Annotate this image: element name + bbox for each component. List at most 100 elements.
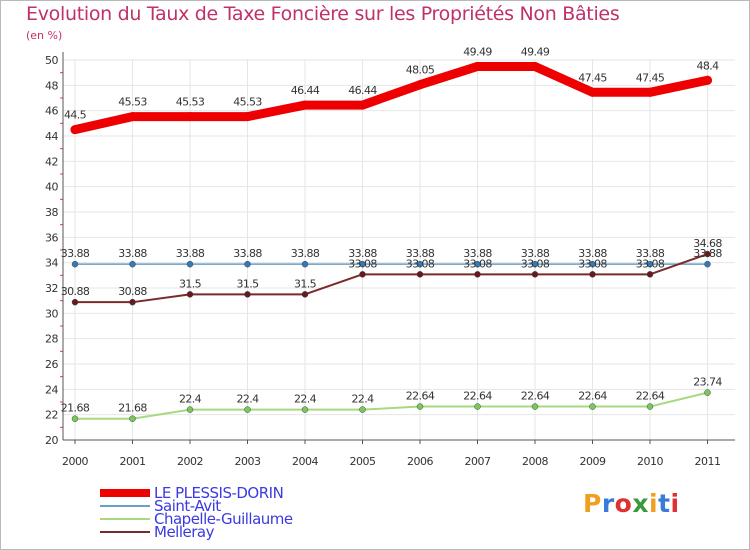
data-label: 31.5	[179, 277, 202, 290]
logo-letter: i	[670, 489, 680, 518]
logo-letter: x	[632, 489, 649, 518]
proxiti-logo: Proxiti	[583, 489, 680, 518]
data-label: 33.88	[291, 247, 320, 260]
data-label: 21.68	[118, 402, 147, 415]
logo-letter: P	[583, 489, 602, 518]
x-tick-label: 2009	[580, 455, 606, 468]
data-point	[186, 406, 194, 413]
data-label: 22.4	[236, 393, 259, 406]
data-point	[244, 291, 251, 298]
data-label: 48.05	[406, 64, 435, 77]
data-label: 33.88	[636, 247, 665, 260]
data-point	[703, 75, 712, 85]
legend-swatch	[100, 518, 150, 520]
logo-letter: t	[658, 489, 671, 518]
data-point	[128, 112, 137, 122]
y-tick-label: 36	[45, 231, 58, 244]
legend-swatch	[100, 531, 150, 533]
logo-letter: o	[614, 489, 633, 518]
data-point	[704, 250, 711, 258]
y-tick-label: 34	[45, 257, 58, 270]
data-point	[415, 80, 425, 90]
data-label: 34.68	[693, 237, 722, 250]
data-point	[70, 125, 80, 135]
series-line-3	[74, 253, 709, 304]
data-point	[358, 100, 367, 110]
data-label: 49.49	[521, 45, 550, 58]
chart-legend: LE PLESSIS-DORIN Saint-Avit Chapelle-Gui…	[100, 484, 360, 541]
data-label: 33.88	[693, 247, 722, 260]
data-point	[185, 112, 195, 122]
data-point	[474, 403, 481, 410]
legend-label: Chapelle-Guillaume	[154, 510, 293, 528]
data-label: 33.88	[406, 247, 435, 260]
data-point	[301, 291, 309, 298]
data-label: 30.88	[118, 285, 147, 298]
series-line-2	[74, 391, 709, 420]
data-label: 45.53	[176, 96, 205, 109]
data-point	[416, 403, 424, 410]
x-tick-label: 2010	[637, 455, 663, 468]
data-label: 22.4	[179, 393, 202, 406]
data-label: 22.64	[521, 390, 550, 403]
legend-swatch	[100, 489, 150, 497]
data-point	[359, 260, 366, 268]
data-label: 33.88	[61, 247, 90, 260]
data-label: 33.08	[578, 257, 607, 270]
data-label: 44.5	[64, 109, 87, 122]
data-point	[646, 403, 654, 410]
legend-label: Melleray	[154, 523, 214, 541]
legend-label: Saint-Avit	[154, 497, 221, 515]
data-point	[704, 389, 711, 396]
series-line-0	[70, 61, 712, 135]
data-point	[473, 61, 482, 71]
data-point	[589, 260, 596, 268]
data-point	[416, 260, 424, 268]
legend-item-chapelle-guillaume: Chapelle-Guillaume	[100, 510, 360, 528]
x-tick-label: 2002	[177, 455, 203, 468]
x-tick-label: 2001	[120, 455, 146, 468]
data-label: 33.88	[348, 247, 377, 260]
legend-label: LE PLESSIS-DORIN	[154, 484, 284, 502]
y-tick-label: 48	[45, 79, 58, 92]
data-label: 48.4	[696, 59, 719, 72]
data-point	[244, 260, 251, 268]
y-tick-label: 28	[45, 333, 58, 346]
y-tick-label: 20	[45, 434, 58, 447]
y-tick-label: 42	[45, 155, 58, 168]
y-tick-label: 38	[45, 206, 58, 219]
y-tick-label: 24	[45, 383, 58, 396]
data-point	[589, 271, 596, 278]
data-point	[474, 260, 481, 268]
data-point	[646, 260, 654, 268]
data-label: 22.64	[578, 390, 607, 403]
data-point	[71, 298, 79, 306]
x-tick-label: 2008	[522, 455, 548, 468]
data-label: 33.88	[578, 247, 607, 260]
y-tick-label: 26	[45, 358, 58, 371]
data-point	[474, 271, 481, 278]
data-label: 22.64	[406, 390, 435, 403]
data-point	[71, 415, 79, 422]
data-label: 33.88	[118, 247, 147, 260]
y-tick-label: 46	[45, 105, 58, 118]
y-tick-label: 22	[45, 409, 58, 422]
legend-item-le-plessis-dorin: LE PLESSIS-DORIN	[100, 484, 360, 502]
data-label: 47.45	[578, 71, 607, 84]
data-label: 22.4	[294, 393, 317, 406]
data-label: 33.08	[406, 257, 435, 270]
data-point	[645, 87, 655, 97]
data-label: 21.68	[61, 402, 90, 415]
logo-letter: r	[601, 489, 615, 518]
data-label: 22.4	[351, 393, 374, 406]
data-label: 47.45	[636, 71, 665, 84]
x-tick-label: 2011	[695, 455, 721, 468]
data-point	[359, 406, 366, 413]
data-point	[129, 298, 136, 306]
data-point	[531, 260, 539, 268]
x-tick-label: 2004	[292, 455, 318, 468]
data-point	[646, 271, 654, 278]
x-tick-label: 2003	[235, 455, 261, 468]
data-point	[129, 260, 136, 268]
data-label: 33.08	[521, 257, 550, 270]
